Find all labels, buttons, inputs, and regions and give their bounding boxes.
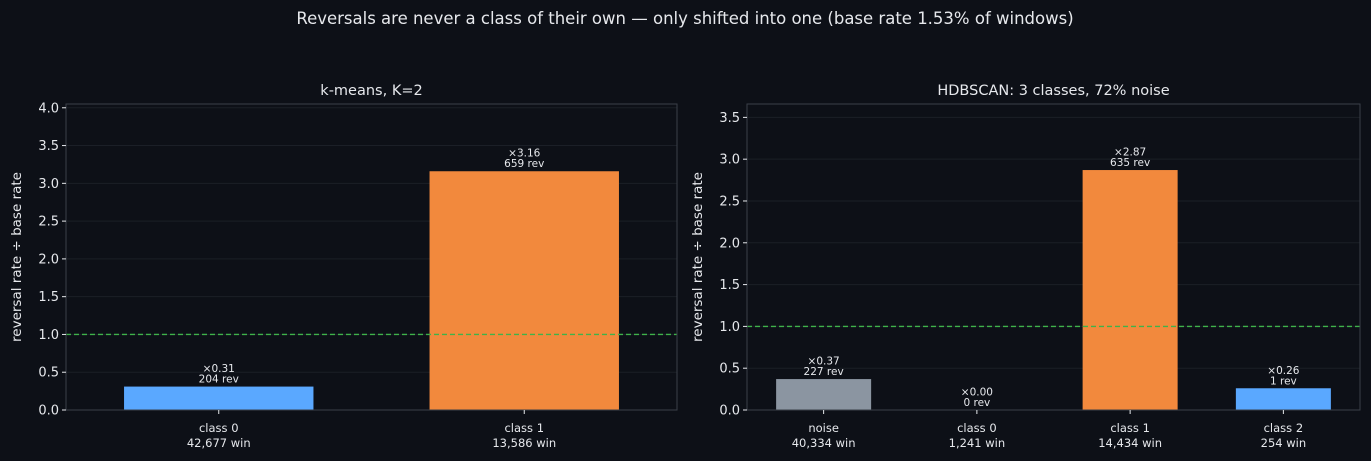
y-tick-label: 0.0	[719, 404, 740, 419]
bar-reversal-count-label: 204 rev	[199, 374, 239, 386]
bar-ratio-label: ×2.87	[1114, 147, 1146, 159]
x-tick-label: class 0	[199, 421, 239, 435]
y-axis-ticks: 0.0 0.5 1.0 1.5 2.0 2.5 3.0 3.5	[719, 111, 747, 419]
y-tick-label: 2.0	[38, 252, 59, 267]
y-tick-label: 0.5	[38, 366, 59, 381]
y-axis-label: reversal rate ÷ base rate	[9, 172, 25, 342]
x-tick-label: class 2	[1264, 421, 1304, 435]
y-axis-label: reversal rate ÷ base rate	[690, 172, 706, 342]
bar-reversal-count-label: 0 rev	[963, 397, 990, 409]
y-tick-label: 3.0	[719, 153, 740, 168]
y-tick-label: 3.5	[38, 139, 59, 154]
bar-class-1	[429, 171, 619, 410]
bar-reversal-count-label: 659 rev	[504, 158, 544, 170]
y-tick-label: 2.0	[719, 236, 740, 251]
bar-ratio-label: ×3.16	[508, 148, 540, 160]
x-tick-window-count: 14,434 win	[1098, 436, 1162, 450]
y-tick-label: 1.0	[719, 320, 740, 335]
y-tick-label: 1.5	[38, 290, 59, 305]
bars	[124, 171, 619, 410]
y-tick-label: 4.0	[38, 101, 59, 116]
y-tick-label: 3.0	[38, 177, 59, 192]
x-tick-label: noise	[808, 421, 839, 435]
bar-ratio-label: ×0.31	[203, 363, 235, 375]
y-tick-label: 0.0	[38, 404, 59, 419]
bar-class-0	[124, 386, 314, 410]
bar-noise	[776, 379, 872, 410]
y-tick-label: 1.0	[38, 328, 59, 343]
bars	[776, 170, 1331, 410]
y-tick-label: 0.5	[719, 362, 740, 377]
y-axis-ticks: 0.0 0.5 1.0 1.5 2.0 2.5 3.0 3.5 4.0	[38, 101, 66, 419]
figure-suptitle: Reversals are never a class of their own…	[296, 9, 1073, 28]
bar-ratio-label: ×0.26	[1267, 365, 1299, 377]
x-tick-window-count: 40,334 win	[792, 436, 856, 450]
axes-frame	[746, 103, 1361, 411]
chart-panel-kmeans: k-means, K=2 0.0 0.5 1.0 1.5 2.0 2.5 3.0 3.5 4.0 r…	[9, 83, 678, 450]
bar-ratio-label: ×0.00	[961, 387, 993, 399]
x-tick-label: class 0	[957, 421, 997, 435]
x-tick-window-count: 1,241 win	[949, 436, 1005, 450]
x-tick-label: class 1	[504, 421, 544, 435]
axes-frame	[65, 103, 678, 411]
chart-title: HDBSCAN: 3 classes, 72% noise	[937, 83, 1169, 99]
bar-reversal-count-label: 635 rev	[1110, 157, 1150, 169]
bar-class-1	[1082, 170, 1178, 410]
gridlines	[66, 107, 677, 411]
y-tick-label: 3.5	[719, 111, 740, 126]
y-tick-label: 1.5	[719, 278, 740, 293]
x-tick-window-count: 42,677 win	[187, 436, 251, 450]
chart-title: k-means, K=2	[320, 83, 422, 99]
x-tick-label: class 1	[1110, 421, 1150, 435]
chart-panel-hdbscan: HDBSCAN: 3 classes, 72% noise 0.0 0.5 1.0 1.…	[690, 83, 1361, 450]
bar-class-2	[1235, 388, 1331, 410]
y-tick-label: 2.5	[719, 194, 740, 209]
x-tick-window-count: 13,586 win	[492, 436, 556, 450]
bar-ratio-label: ×0.37	[808, 356, 840, 368]
x-axis-ticks: class 042,677 win class 113,586 win	[187, 410, 556, 450]
bar-reversal-count-label: 1 rev	[1270, 375, 1297, 387]
bar-reversal-count-label: 227 rev	[804, 366, 844, 378]
x-tick-window-count: 254 win	[1261, 436, 1307, 450]
y-tick-label: 2.5	[38, 215, 59, 230]
